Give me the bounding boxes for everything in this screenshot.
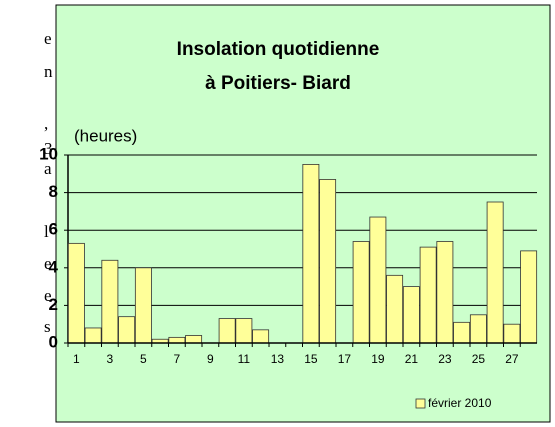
document-fragment: ,	[44, 114, 48, 133]
x-tick-label: 15	[304, 352, 318, 366]
y-tick-label: 2	[49, 295, 58, 314]
y-tick-label: 4	[49, 257, 59, 276]
bar	[503, 323, 521, 344]
x-tick-label: 17	[338, 352, 352, 366]
x-tick-label: 5	[140, 352, 147, 366]
bar	[252, 329, 270, 344]
bar	[185, 335, 203, 344]
bar	[352, 241, 370, 344]
document-fragment: a	[44, 159, 52, 178]
bar	[67, 242, 85, 344]
document-fragment: e	[44, 29, 52, 48]
y-axis-label: (heures)	[74, 126, 137, 145]
x-tick-label: 9	[207, 352, 214, 366]
x-tick-label: 11	[238, 352, 251, 366]
bar	[235, 318, 253, 344]
y-tick-label: 8	[49, 182, 58, 201]
bar	[469, 314, 487, 344]
chart-title: Insolation quotidienne	[177, 39, 380, 60]
x-tick-label: 21	[405, 352, 419, 366]
y-tick-label: 10	[39, 144, 58, 163]
bar	[101, 259, 119, 344]
bar	[118, 316, 136, 344]
x-tick-label: 13	[271, 352, 285, 366]
x-tick-label: 23	[438, 352, 452, 366]
document-fragment: 3	[44, 139, 53, 158]
x-tick-label: 7	[174, 352, 181, 366]
legend-swatch	[415, 398, 426, 409]
document-fragment: s	[44, 317, 51, 336]
x-tick-label: 19	[371, 352, 385, 366]
bar	[319, 179, 337, 344]
bar	[218, 318, 236, 344]
bar	[302, 163, 320, 344]
legend-label: février 2010	[428, 396, 492, 410]
chart-title: à Poitiers- Biard	[205, 73, 351, 94]
bar	[84, 327, 102, 344]
bar	[419, 246, 437, 344]
y-tick-label: 0	[49, 332, 58, 351]
bar	[453, 321, 471, 344]
document-fragment: l	[44, 222, 49, 241]
bar	[168, 336, 186, 344]
y-tick-label: 6	[49, 220, 58, 239]
x-tick-label: 1	[73, 352, 80, 366]
x-tick-label: 27	[505, 352, 519, 366]
bar	[402, 286, 420, 344]
bar	[486, 201, 504, 344]
bar	[436, 241, 454, 344]
document-fragment: e	[44, 254, 52, 273]
bar	[134, 267, 152, 344]
bar	[520, 250, 538, 344]
x-tick-label: 3	[107, 352, 114, 366]
bar	[369, 216, 387, 344]
document-fragment: e	[44, 286, 52, 305]
x-tick-label: 25	[472, 352, 486, 366]
document-fragment: n	[44, 62, 53, 81]
bar	[386, 274, 404, 344]
